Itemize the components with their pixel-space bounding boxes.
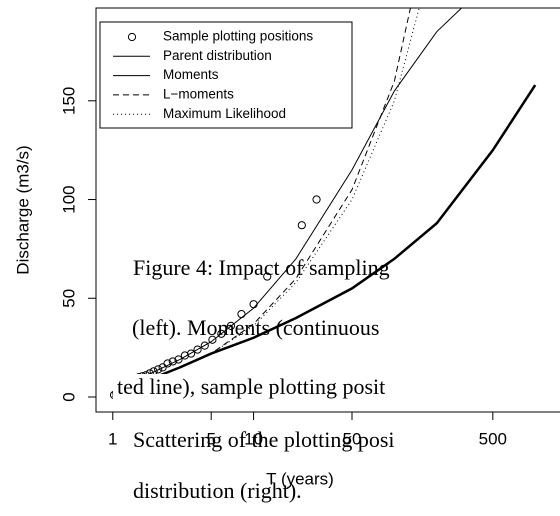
sample-point	[249, 300, 258, 309]
sample-point	[226, 321, 235, 331]
x-axis-label: T (years)	[266, 469, 334, 488]
x-tick-label: 5	[206, 429, 215, 448]
legend-label: Sample plotting positions	[163, 29, 313, 44]
sample-point	[263, 272, 272, 281]
legend-label: Maximum Likelihood	[163, 106, 286, 121]
caption-line: (left). Moments (continuous	[132, 315, 379, 340]
sample-point	[312, 195, 321, 204]
caption-line: distribution (right).	[133, 478, 302, 503]
legend-symbol	[127, 32, 137, 42]
y-tick-label: 50	[59, 289, 78, 308]
y-tick-label: 150	[59, 87, 78, 115]
caption-line: ted line), sample plotting posit	[117, 374, 385, 399]
y-axis-label: Discharge (m3/s)	[13, 145, 32, 274]
sample-point	[200, 341, 209, 350]
legend-label: Parent distribution	[163, 48, 272, 63]
caption-line: Figure 4: Impact of sampling	[133, 255, 390, 280]
plot-frame	[95, 7, 560, 413]
legend-box	[99, 21, 353, 129]
legend-label: L−moments	[163, 86, 234, 101]
sample-point	[154, 365, 163, 374]
sample-point	[208, 335, 217, 344]
x-tick-label: 10	[244, 429, 263, 448]
sample-point	[158, 363, 167, 372]
sample-point	[174, 355, 183, 364]
x-tick-label: 1	[108, 429, 117, 448]
x-tick-label: 50	[343, 429, 362, 448]
y-tick-label: 100	[59, 185, 78, 213]
legend-label: Moments	[163, 67, 219, 82]
caption-line: Scattering of the plotting posi	[133, 427, 395, 452]
sample-point	[193, 345, 202, 354]
sample-point	[297, 221, 306, 230]
y-tick-label: 0	[59, 392, 78, 401]
caption-background	[113, 374, 560, 404]
x-tick-label: 500	[479, 429, 507, 448]
sample-point	[187, 349, 196, 358]
sample-point	[217, 329, 226, 338]
